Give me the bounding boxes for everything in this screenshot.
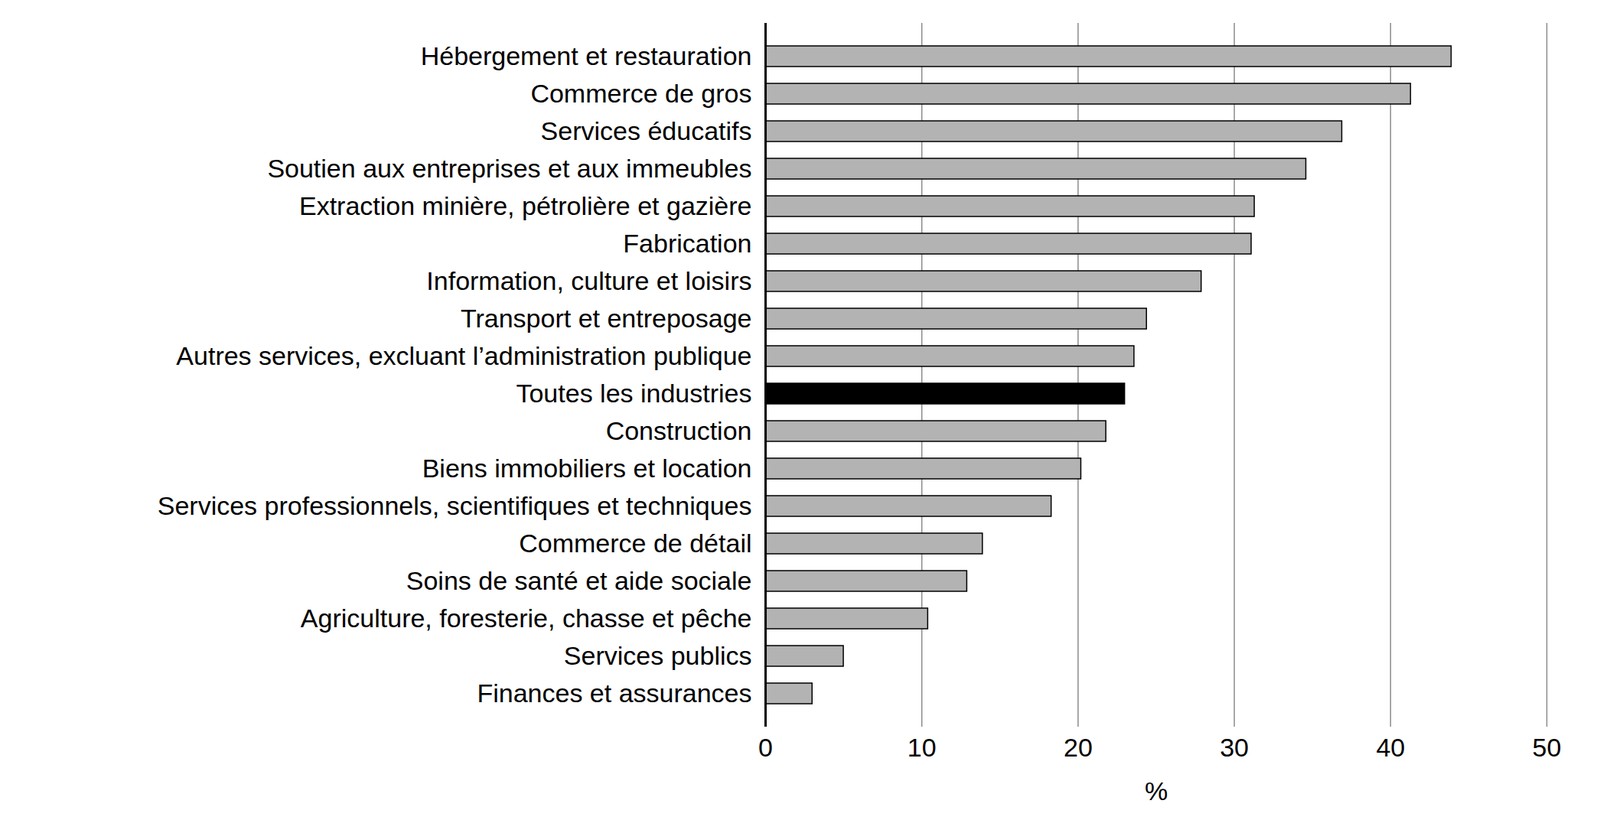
svg-text:%: %	[1144, 776, 1168, 806]
svg-text:Soins de santé et aide sociale: Soins de santé et aide sociale	[406, 566, 753, 596]
svg-text:Hébergement et restauration: Hébergement et restauration	[420, 41, 753, 71]
svg-text:10: 10	[907, 733, 937, 763]
svg-text:Services professionnels, scien: Services professionnels, scientifiques e…	[157, 491, 753, 521]
svg-text:Toutes les industries: Toutes les industries	[515, 378, 752, 408]
svg-text:Information, culture et loisir: Information, culture et loisirs	[426, 266, 752, 296]
svg-text:50: 50	[1532, 733, 1562, 763]
svg-text:Commerce de détail: Commerce de détail	[518, 528, 752, 558]
svg-text:0: 0	[758, 733, 773, 763]
svg-text:Services éducatifs: Services éducatifs	[540, 116, 753, 146]
svg-text:40: 40	[1375, 733, 1405, 763]
svg-text:Extraction minière, pétrolière: Extraction minière, pétrolière et gazièr…	[299, 191, 753, 221]
svg-text:Construction: Construction	[606, 416, 753, 446]
svg-text:Finances et assurances: Finances et assurances	[476, 678, 752, 708]
svg-text:Agriculture, foresterie, chass: Agriculture, foresterie, chasse et pêche	[300, 603, 753, 633]
svg-text:20: 20	[1063, 733, 1093, 763]
svg-text:Commerce de gros: Commerce de gros	[530, 78, 752, 108]
svg-text:Biens immobiliers et location: Biens immobiliers et location	[422, 453, 753, 483]
svg-text:Fabrication: Fabrication	[622, 228, 752, 258]
svg-text:30: 30	[1219, 733, 1249, 763]
svg-text:Services publics: Services publics	[563, 641, 753, 671]
svg-text:Transport et entreposage: Transport et entreposage	[460, 303, 753, 333]
svg-text:Soutien aux entreprises et aux: Soutien aux entreprises et aux immeubles	[267, 153, 752, 183]
svg-text:Autres services, excluant l’ad: Autres services, excluant l’administrati…	[175, 341, 752, 371]
